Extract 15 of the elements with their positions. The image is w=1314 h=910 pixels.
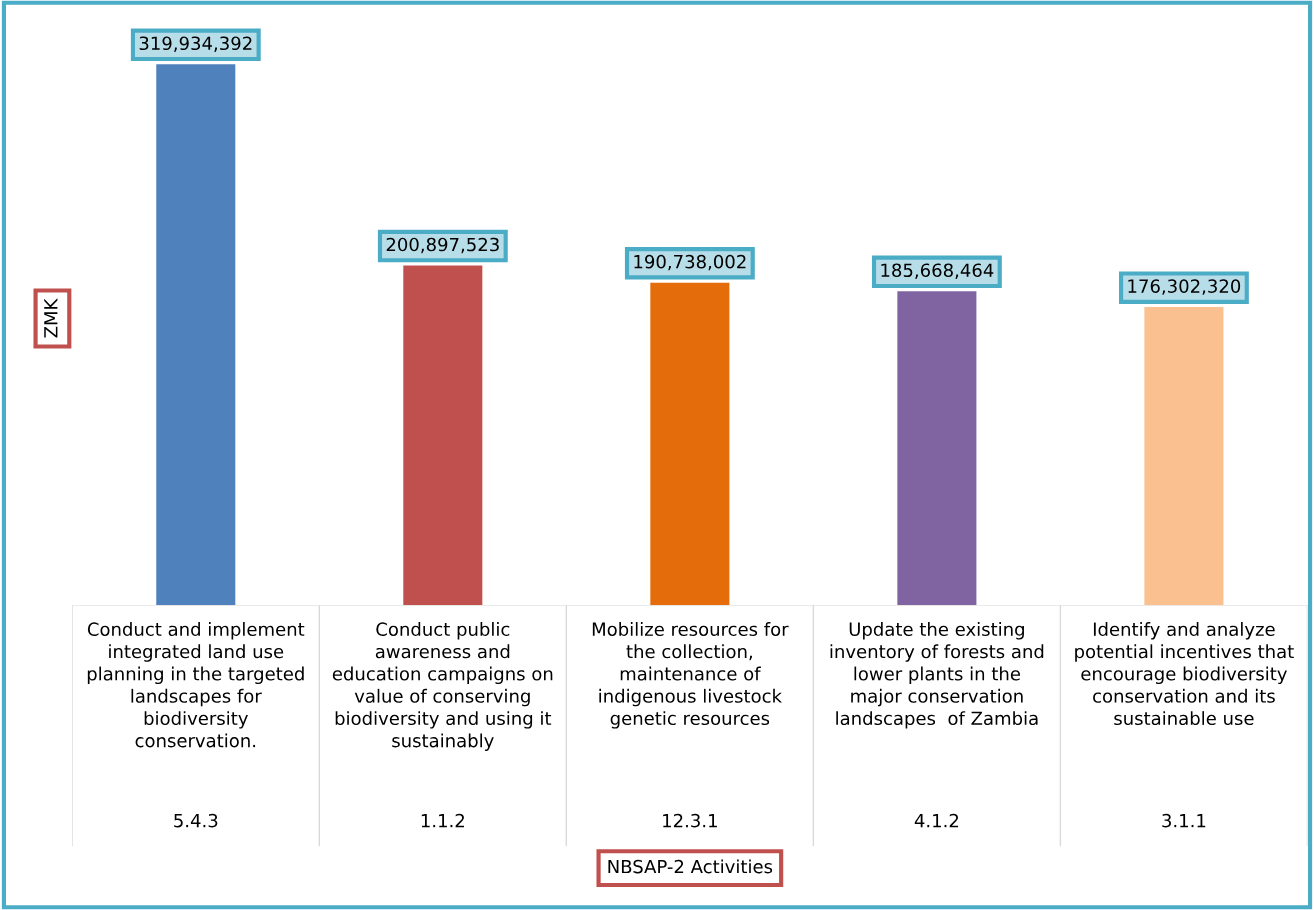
category-label: Conduct and implement integrated land use planning in the targeted landscapes for biodiversity conservation. 5.4.3 xyxy=(87,622,305,828)
data-label: 319,934,392 xyxy=(139,36,252,52)
category-label: Update the existing inventory of forests and lower plants in the major conservation landscapes of Zambia 4.1.2 xyxy=(830,622,1044,828)
category-label: Conduct public awareness and education campaigns on value of conserving biodiversity and using it sustainably 1.1.2 xyxy=(332,622,553,828)
y-axis-title: ZMK xyxy=(44,298,58,338)
bar xyxy=(897,291,977,606)
data-label: 176,302,320 xyxy=(1128,279,1241,295)
data-label: 190,738,002 xyxy=(634,254,746,271)
bar xyxy=(156,64,236,606)
category-label: Mobilize resources for the collection, maintenance of indigenous livestock genetic resources 12.3.1 xyxy=(592,622,789,828)
data-label: 185,668,464 xyxy=(881,263,994,279)
text: NBSAP-2 Activities xyxy=(608,859,773,874)
bar xyxy=(1144,307,1224,606)
category-label: Identify and analyze potential incentives that encourage biodiversity conservation and its sustainable use 3.1.1 xyxy=(1075,622,1294,828)
data-label: 200,897,523 xyxy=(386,237,499,254)
